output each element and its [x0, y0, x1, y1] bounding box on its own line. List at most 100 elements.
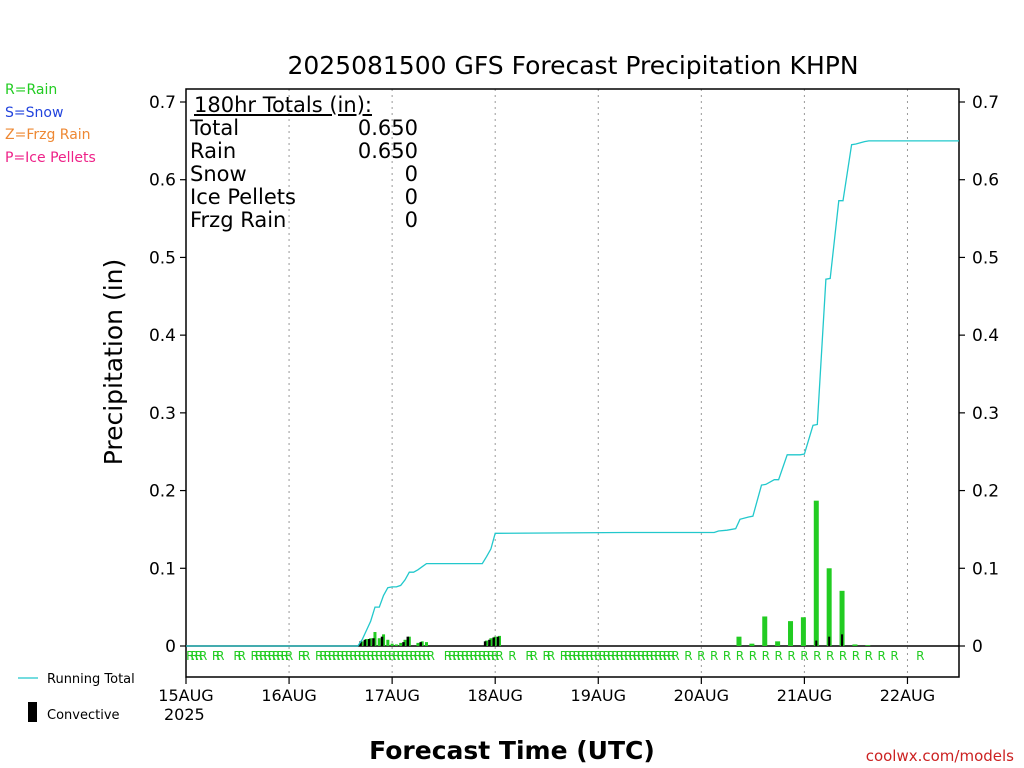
ptype-marker: R [478, 649, 486, 663]
ptype-marker: R [470, 649, 478, 663]
ptype-marker: R [723, 649, 731, 663]
rain-bar [377, 638, 381, 646]
running-total-legend-label: Running Total [47, 672, 135, 687]
rain-bar [762, 616, 768, 646]
rain-bar [369, 638, 373, 646]
rain-bar [493, 636, 497, 646]
y-tick-label-right: 0.7 [972, 93, 999, 113]
convective-bar [380, 636, 384, 646]
ptype-marker: R [233, 649, 241, 663]
rain-bar [382, 634, 386, 646]
rain-bar [420, 641, 424, 646]
ptype-marker: R [336, 649, 344, 663]
x-axis-label: Forecast Time (UTC) [369, 736, 655, 765]
ptype-marker: R [482, 649, 490, 663]
ptype-marker: R [671, 649, 679, 663]
ptype-marker: R [508, 649, 516, 663]
y-tick-label-left: 0.5 [149, 248, 176, 268]
rain-bar [852, 644, 858, 646]
rain-bar [390, 643, 394, 646]
y-tick-label-right: 0.6 [972, 171, 999, 191]
ptype-marker: R [646, 649, 654, 663]
rain-bar [736, 636, 742, 646]
ptype-marker: R [633, 649, 641, 663]
ptype-marker: R [328, 649, 336, 663]
ptype-marker: R [787, 649, 795, 663]
ptype-marker: R [616, 649, 624, 663]
rain-bar [813, 500, 819, 646]
rain-bar [407, 636, 411, 646]
y-tick-label-left: 0.6 [149, 171, 176, 191]
ptype-marker: R [547, 649, 555, 663]
ptype-marker: R [684, 649, 692, 663]
y-tick-label-left: 0 [165, 637, 176, 657]
ptype-marker: R [401, 649, 409, 663]
ptype-marker: R [495, 649, 503, 663]
ptype-marker: R [366, 649, 374, 663]
ptype-marker: R [251, 649, 259, 663]
totals-row-frzg-rain: Frzg Rain 0 [190, 208, 418, 232]
ptype-marker: R [474, 649, 482, 663]
ptype-marker: R [487, 649, 495, 663]
legend-rain: R=Rain [5, 82, 58, 98]
ptype-marker: R [268, 649, 276, 663]
ptype-marker: R [405, 649, 413, 663]
x-axis-year-label: 2025 [164, 705, 205, 724]
rain-bar [749, 643, 755, 646]
y-tick-label-left: 0.3 [149, 404, 176, 424]
ptype-marker: R [281, 649, 289, 663]
ptype-marker: R [813, 649, 821, 663]
rain-bar [360, 641, 364, 646]
ptype-marker: R [530, 649, 538, 663]
ptype-marker: R [272, 649, 280, 663]
grid-lines [288, 89, 908, 677]
ptype-marker: R [839, 649, 847, 663]
ptype-marker: R [573, 649, 581, 663]
ptype-marker: R [641, 649, 649, 663]
ptype-marker: R [238, 649, 246, 663]
ptype-marker: R [465, 649, 473, 663]
ptype-marker: R [345, 649, 353, 663]
rain-bar [826, 568, 832, 646]
ptype-marker: R [448, 649, 456, 663]
y-tick-label-left: 0.1 [149, 559, 176, 579]
rain-bar [865, 645, 871, 646]
ptype-marker: R [603, 649, 611, 663]
ptype-marker: R [319, 649, 327, 663]
rain-bar [364, 639, 368, 646]
convective-bar [828, 636, 831, 646]
x-tick-label: 15AUG [158, 686, 213, 705]
totals-row-rain: Rain 0.650 [190, 139, 418, 163]
precip-bars [359, 500, 871, 646]
rain-bar [386, 639, 390, 646]
ptype-marker: R [667, 649, 675, 663]
ptype-marker: R [186, 649, 194, 663]
ptype-marker: R [461, 649, 469, 663]
totals-row-snow: Snow 0 [190, 162, 418, 186]
x-tick-label: 20AUG [674, 686, 729, 705]
rain-bar [399, 642, 403, 646]
ptype-marker: R [315, 649, 323, 663]
y-tick-label-right: 0.3 [972, 404, 999, 424]
convective-bar [372, 638, 375, 646]
legend-series: Running Total Convective [18, 672, 135, 723]
x-tick-label: 17AUG [364, 686, 419, 705]
ptype-marker: R [263, 649, 271, 663]
ptype-marker: R [375, 649, 383, 663]
ptype-marker: R [285, 649, 293, 663]
ptype-marker: R [916, 649, 924, 663]
ptype-marker: R [611, 649, 619, 663]
ptype-marker: R [564, 649, 572, 663]
ptype-marker: R [736, 649, 744, 663]
totals-box: 180hr Totals (in): Total 0.650 Rain 0.650 … [190, 94, 418, 232]
convective-bar [483, 641, 487, 646]
totals-row-total: Total 0.650 [190, 116, 418, 140]
ptype-marker: R [650, 649, 658, 663]
y-tick-label-right: 0.2 [972, 482, 999, 502]
plot-frame [185, 88, 960, 678]
ptype-marker: R [302, 649, 310, 663]
ptype-marker: R [637, 649, 645, 663]
convective-bar [815, 640, 818, 646]
rain-bar [800, 617, 806, 646]
